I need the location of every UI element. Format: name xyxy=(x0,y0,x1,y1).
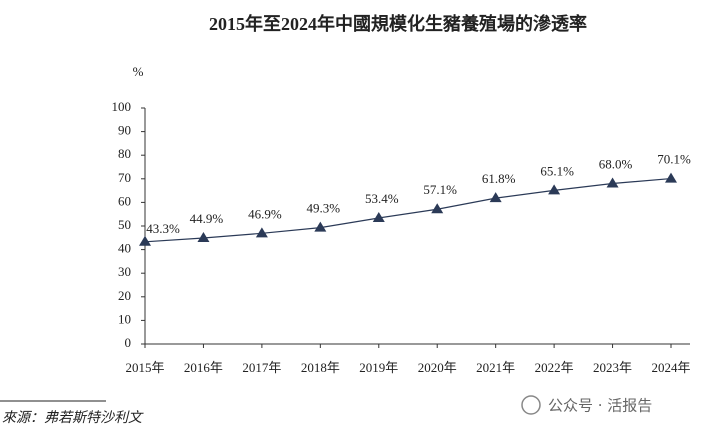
value-label: 43.3% xyxy=(146,221,180,236)
x-tick-label: 2020年 xyxy=(418,360,457,375)
y-tick-label: 50 xyxy=(118,217,131,232)
value-label: 49.3% xyxy=(307,201,341,216)
x-tick-label: 2015年 xyxy=(125,360,164,375)
value-label: 53.4% xyxy=(365,191,399,206)
marker xyxy=(665,172,677,183)
y-tick-label: 0 xyxy=(125,335,132,350)
marker xyxy=(548,184,561,195)
x-tick-label: 2021年 xyxy=(476,360,515,375)
x-tick-label: 2019年 xyxy=(359,360,398,375)
y-tick-label: 90 xyxy=(118,123,131,138)
x-tick-label: 2016年 xyxy=(184,360,223,375)
y-tick-label: 20 xyxy=(118,288,131,303)
y-axis-label: % xyxy=(133,64,144,79)
value-label: 68.0% xyxy=(599,157,633,172)
x-tick-label: 2024年 xyxy=(651,360,690,375)
y-tick-label: 10 xyxy=(118,311,131,326)
x-tick-label: 2023年 xyxy=(593,360,632,375)
marker xyxy=(255,227,268,238)
marker xyxy=(372,211,385,222)
value-label: 57.1% xyxy=(423,182,457,197)
marker xyxy=(431,203,444,214)
marker xyxy=(197,232,210,243)
y-tick-label: 60 xyxy=(118,193,131,208)
value-label: 65.1% xyxy=(540,163,574,178)
value-label: 61.8% xyxy=(482,171,516,186)
y-tick-label: 40 xyxy=(118,241,131,256)
source: 來源：弗若斯特沙利文 xyxy=(2,410,144,426)
watermark-icon xyxy=(521,395,541,415)
marker xyxy=(139,235,151,246)
x-tick-label: 2018年 xyxy=(301,360,340,375)
y-tick-label: 100 xyxy=(112,99,132,114)
y-tick-label: 30 xyxy=(118,264,131,279)
y-tick-label: 80 xyxy=(118,146,131,161)
marker xyxy=(314,221,327,232)
marker xyxy=(489,192,502,203)
value-label: 46.9% xyxy=(248,206,282,221)
y-tick-label: 70 xyxy=(118,170,131,185)
value-label: 44.9% xyxy=(190,211,224,226)
value-label: 70.1% xyxy=(657,152,691,167)
x-tick-label: 2017年 xyxy=(242,360,281,375)
marker xyxy=(606,177,619,188)
watermark: 公众号 · 活报告 xyxy=(548,397,652,415)
line xyxy=(144,177,672,243)
x-tick-label: 2022年 xyxy=(535,360,574,375)
chart-title: 2015年至2024年中國規模化生豬養殖場的滲透率 xyxy=(209,13,587,34)
